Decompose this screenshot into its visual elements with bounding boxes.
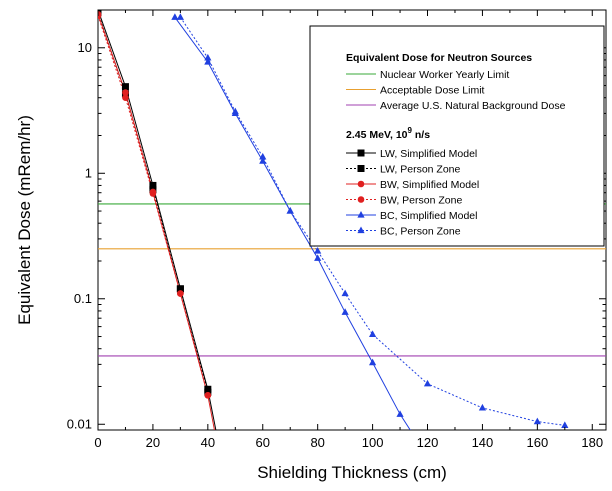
data-point-5-5: [314, 247, 322, 254]
data-point-5-4: [286, 207, 294, 214]
y-tick-label-0: 0.01: [67, 416, 92, 431]
legend-ref-label-0: Nuclear Worker Yearly Limit: [380, 69, 509, 81]
data-point-5-1: [204, 53, 212, 61]
legend-series-label-3: BW, Person Zone: [380, 195, 462, 207]
legend-series-label-5: BC, Person Zone: [380, 226, 461, 238]
legend-series-label-1: LW, Person Zone: [380, 164, 461, 176]
data-point-5-9: [478, 403, 487, 411]
data-point-5-3: [259, 152, 267, 160]
x-tick-label-5: 100: [362, 435, 384, 450]
legend-series-label-2: BW, Simplified Model: [380, 179, 479, 191]
series-line-5: [179, 17, 565, 426]
y-axis-title: Equivalent Dose (mRem/hr): [15, 115, 34, 325]
legend-series-label-4: BC, Simplified Model: [380, 210, 477, 222]
x-tick-label-6: 120: [417, 435, 439, 450]
data-point-4-1: [204, 58, 212, 65]
legend-box: [309, 25, 605, 247]
x-tick-label-1: 20: [146, 435, 160, 450]
y-tick-label-3: 10: [78, 40, 92, 55]
data-point-4-0: [171, 13, 179, 20]
data-point-4-8: [396, 410, 404, 417]
data-point-0-2: [149, 181, 157, 189]
x-tick-label-2: 40: [201, 435, 215, 450]
legend-subtitle-sup: 9: [408, 126, 413, 135]
data-point-0-1: [121, 83, 129, 91]
x-tick-label-8: 160: [526, 435, 548, 450]
data-point-3-1: [122, 94, 129, 102]
series-line-2: [98, 14, 215, 430]
legend-subtitle-main: 2.45 MeV, 10: [346, 129, 408, 141]
legend-title: Equivalent Dose for Neutron Sources: [346, 52, 532, 64]
x-axis: 0 20 40 60 80 100 120 140 160 180: [94, 10, 603, 450]
legend-series-marker-4: [357, 211, 365, 218]
x-tick-label-0: 0: [94, 435, 101, 450]
legend-series-marker-5: [357, 226, 365, 234]
series-line-3: [98, 15, 209, 396]
data-point-3-0: [98, 12, 102, 20]
data-point-3-3: [177, 290, 184, 297]
legend-series-marker-2: [357, 180, 365, 188]
legend-series-marker-3: [357, 196, 365, 203]
data-point-3-4: [204, 392, 212, 399]
data-point-5-7: [368, 330, 377, 338]
data-point-4-5: [314, 254, 322, 261]
legend-series-label-0: LW, Simplified Model: [380, 148, 477, 160]
y-tick-label-1: 0.1: [74, 291, 92, 306]
data-point-5-8: [423, 379, 432, 387]
legend-subtitle: 2.45 MeV, 109 n/s: [346, 126, 430, 141]
data-point-2-1: [122, 89, 129, 96]
series-markers: [98, 10, 569, 428]
y-tick-label-2: 1: [85, 165, 92, 180]
legend-series-marker-0: [357, 149, 365, 157]
data-point-5-6: [341, 289, 349, 297]
data-point-5-0: [176, 13, 184, 20]
data-point-5-2: [231, 107, 239, 115]
legend-series-marker-1: [357, 165, 365, 172]
x-tick-label-7: 140: [472, 435, 494, 450]
legend: Equivalent Dose for Neutron Sources Nucl…: [309, 25, 605, 247]
x-tick-label-9: 180: [581, 435, 603, 450]
data-point-1-3: [176, 285, 184, 293]
legend-ref-label-1: Acceptable Dose Limit: [380, 85, 485, 97]
series-line-0: [98, 10, 217, 430]
series-line-4: [174, 17, 411, 430]
x-tick-label-3: 60: [256, 435, 270, 450]
plot-frame: [97, 9, 607, 431]
data-point-5-11: [561, 421, 569, 428]
data-point-3-2: [149, 190, 157, 197]
data-point-4-6: [341, 308, 349, 315]
data-point-4-3: [259, 157, 267, 164]
x-tick-label-4: 80: [310, 435, 324, 450]
data-point-4-7: [368, 358, 377, 366]
x-axis-title: Shielding Thickness (cm): [257, 463, 447, 482]
legend-ref-label-2: Average U.S. Natural Background Dose: [380, 100, 566, 112]
legend-subtitle-unit: n/s: [412, 129, 430, 141]
data-point-5-10: [533, 417, 541, 425]
